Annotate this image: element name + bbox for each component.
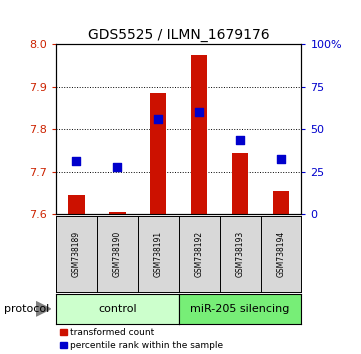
Text: control: control bbox=[98, 304, 136, 314]
Text: GSM738189: GSM738189 bbox=[72, 231, 81, 277]
Text: protocol: protocol bbox=[4, 304, 49, 314]
Text: GSM738193: GSM738193 bbox=[236, 231, 244, 277]
Point bbox=[237, 137, 243, 143]
Text: GSM738190: GSM738190 bbox=[113, 231, 122, 277]
Polygon shape bbox=[36, 302, 51, 316]
Text: miR-205 silencing: miR-205 silencing bbox=[190, 304, 290, 314]
Title: GDS5525 / ILMN_1679176: GDS5525 / ILMN_1679176 bbox=[88, 28, 270, 42]
Text: GSM738194: GSM738194 bbox=[277, 231, 286, 277]
Point bbox=[155, 116, 161, 121]
Bar bbox=[109, 212, 126, 214]
Bar bbox=[232, 153, 248, 214]
Point bbox=[278, 156, 284, 162]
Bar bbox=[191, 55, 207, 214]
Text: GSM738191: GSM738191 bbox=[154, 231, 163, 277]
Point bbox=[114, 165, 120, 170]
Bar bbox=[150, 93, 166, 214]
Point bbox=[196, 109, 202, 115]
Point bbox=[74, 158, 79, 164]
Bar bbox=[68, 195, 84, 214]
Text: GSM738192: GSM738192 bbox=[195, 231, 204, 277]
Legend: transformed count, percentile rank within the sample: transformed count, percentile rank withi… bbox=[61, 329, 223, 350]
Bar bbox=[273, 191, 289, 214]
